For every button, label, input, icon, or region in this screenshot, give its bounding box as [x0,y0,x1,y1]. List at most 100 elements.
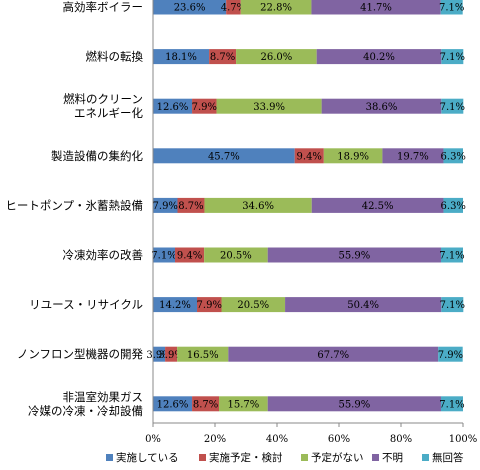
category-label: リユース・リサイクル [29,298,143,312]
category-label: エネルギー化 [74,106,143,120]
data-label: 12.6% [157,399,189,410]
data-label: 14.2% [159,300,191,311]
legend-label: 予定がない [311,451,364,464]
data-label: 8.7% [193,399,218,410]
data-label: 38.6% [366,102,398,113]
data-label: 55.9% [338,251,370,262]
bar-segment [321,98,442,114]
data-label: 6.3% [441,151,466,162]
data-label: 7.9% [438,350,463,361]
data-label: 19.7% [397,151,429,162]
bar-segment [219,396,268,412]
bar-segment [204,247,268,263]
legend: 実施している 実施予定・検討 予定がない 不明 無回答 [106,451,464,464]
data-label: 7.1% [439,251,464,262]
bar-segment [153,98,193,114]
bar-segment [285,297,442,313]
data-label: 7.9% [192,102,217,113]
data-label: 3.9% [146,350,171,361]
bar-segment [382,148,444,164]
bar-segment [192,98,217,114]
bar-segment [443,148,463,164]
x-tick-label: 60% [328,434,350,445]
data-label: 20.5% [237,300,269,311]
data-label: 8.7% [178,201,203,212]
data-label: 7.1% [440,300,465,311]
data-label: 34.6% [242,201,274,212]
legend-label: 無回答 [432,451,464,464]
data-label: 20.5% [220,251,252,262]
bar-segment [440,396,463,412]
x-tick-label: 20% [204,434,226,445]
legend-swatch [199,454,206,461]
bar-segment [438,346,463,362]
data-label: 18.9% [337,151,369,162]
bar-segment [311,0,441,15]
bar-segment [175,247,205,263]
data-label: 7.9% [197,300,222,311]
legend-swatch [106,454,113,461]
bar-segment [177,197,205,213]
data-label: 41.7% [360,3,392,14]
data-label: 7.1% [440,102,465,113]
bar-segment [153,247,176,263]
bar-segment [441,98,464,114]
bar-segment [153,0,227,15]
x-tick-label: 80% [390,434,412,445]
category-labels: 高効率ボイラー燃料の転換燃料のクリーンエネルギー化製造設備の集約化ヒートポンプ・… [5,0,143,418]
bar-segment [294,148,324,164]
category-label: ノンフロン型機器の開発 [17,347,144,361]
bars-layer: 23.6% 4.7% 22.8% 41.7% 7.1% 18.1% 8.7% 26.0% 40.… [146,0,466,412]
bar-segment [209,49,237,65]
bar-segment [240,0,312,15]
bar-segment [440,0,463,15]
data-label: 23.6% [174,3,206,14]
bar-segment [228,346,439,362]
data-label: 18.1% [165,52,197,63]
x-tick-label: 0% [145,434,161,445]
category-label: 高効率ボイラー [63,0,144,14]
data-label: 55.9% [338,399,370,410]
bar-segment [177,346,229,362]
data-label: 3.9% [158,350,183,361]
data-label: 7.1% [439,399,464,410]
bar-segment [153,197,178,213]
category-label: 非温室効果ガス [63,390,144,404]
data-label: 7.9% [153,201,178,212]
category-label: 冷媒の冷凍・冷却設備 [28,404,143,418]
bar-segment [165,346,178,362]
bar-segment [153,297,198,313]
bar-segment [441,49,464,65]
category-label: 製造設備の集約化 [51,149,143,163]
bar-segment [204,197,312,213]
legend-swatch [422,454,429,461]
category-label: 冷凍効率の改善 [63,248,144,262]
bar-segment [221,297,286,313]
category-label: 燃料のクリーン [63,92,143,106]
data-label: 15.7% [227,399,259,410]
legend-label: 実施している [116,451,179,464]
data-label: 33.9% [253,102,285,113]
bar-segment [197,297,222,313]
x-tick-label: 100% [449,434,478,445]
bar-segment [443,197,463,213]
bar-segment [153,396,193,412]
data-label: 7.1% [439,3,464,14]
data-label: 9.4% [177,251,202,262]
bar-segment [153,346,166,362]
data-label: 26.0% [260,52,292,63]
legend-label: 不明 [382,452,403,464]
data-label: 9.4% [297,151,322,162]
data-label: 6.3% [441,201,466,212]
data-label: 16.5% [187,350,219,361]
x-axis: 0% 20% 40% 60% 80% 100% [145,0,477,445]
bar-segment [441,297,464,313]
bar-segment [226,0,241,15]
data-label: 50.4% [347,300,379,311]
bar-segment [236,49,317,65]
category-label: 燃料の転換 [86,50,144,64]
category-label: ヒートポンプ・氷蓄熱設備 [5,198,143,212]
bar-segment [316,49,442,65]
data-label: 67.7% [317,350,349,361]
